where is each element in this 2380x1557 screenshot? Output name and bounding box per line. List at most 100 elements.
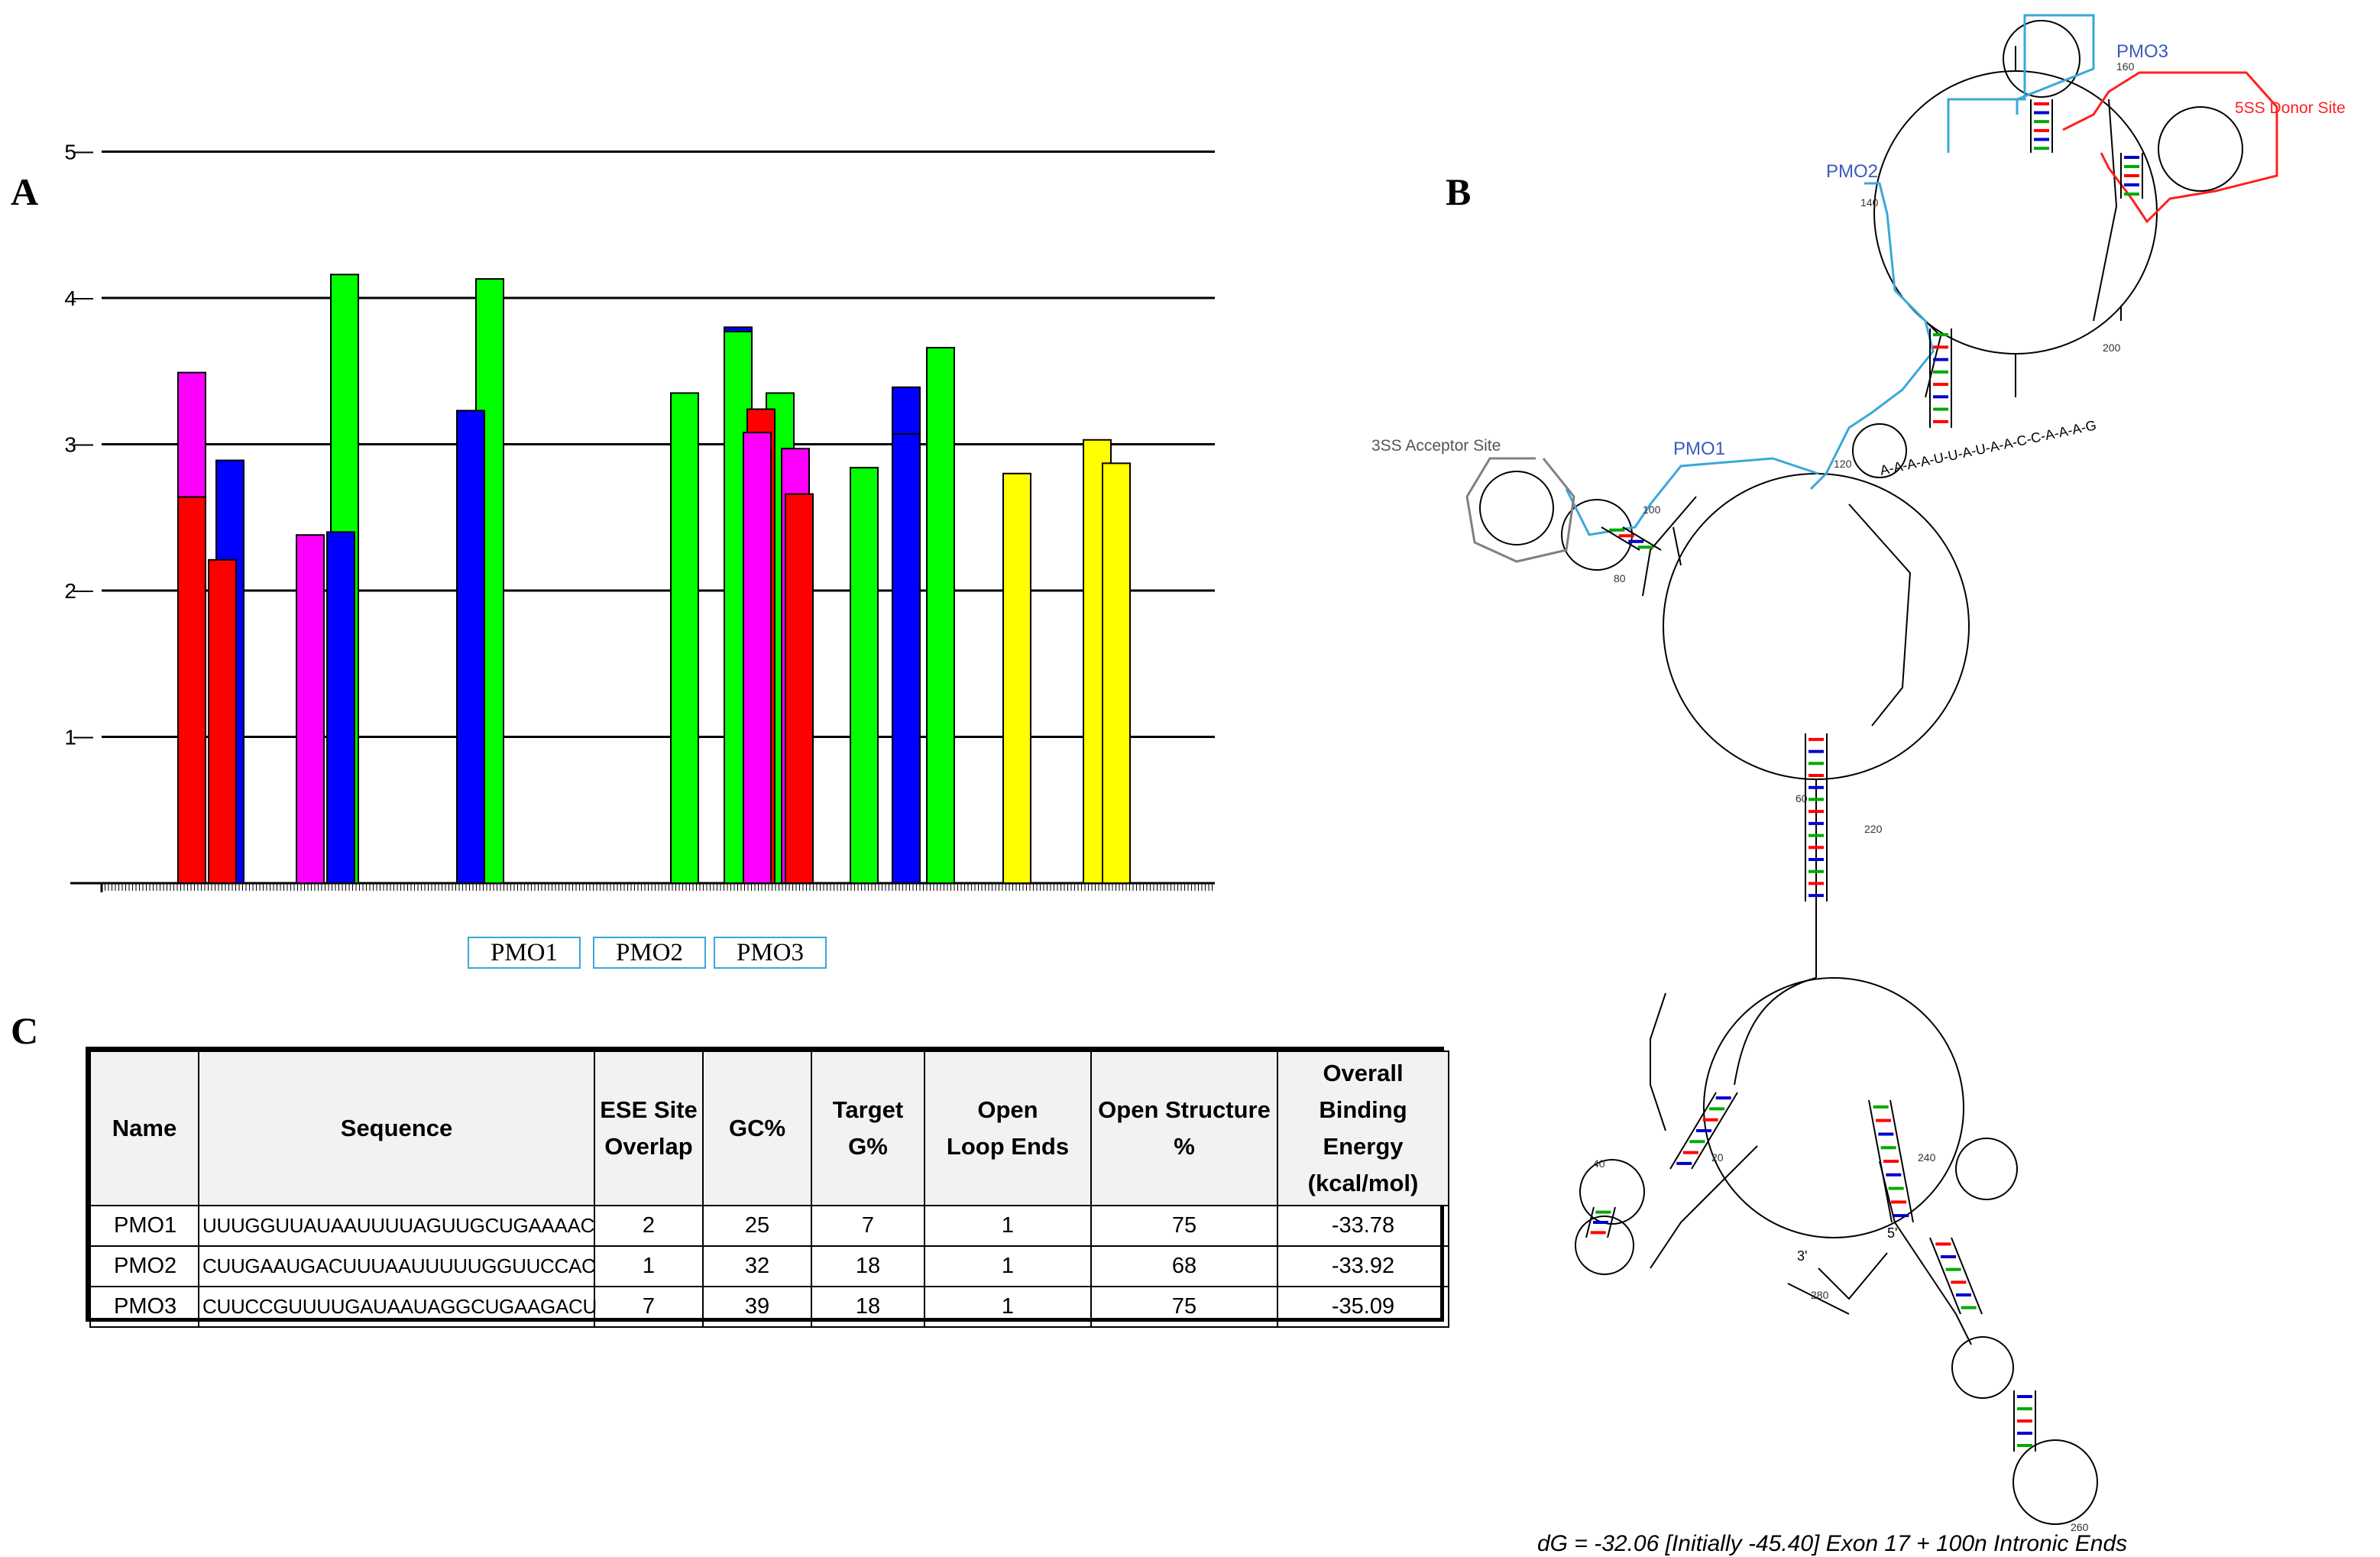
table-body: PMO1 UUUGGUUAUAAUUUUAGUUGCUGAAAAC 2 25 7 1 75-…	[89, 1205, 1449, 1329]
bar-blue	[892, 433, 921, 884]
acceptor-site-label: 3SS Acceptor Site	[1371, 437, 1501, 455]
table-cell: 25	[702, 1205, 812, 1248]
five-prime-end-label: 5'	[1887, 1225, 1897, 1241]
pmo1-outline	[1565, 457, 1819, 536]
y-tick-label: 4	[64, 286, 76, 310]
chart-ticks	[101, 883, 1213, 891]
table-header-cell: Sequence	[198, 1050, 595, 1207]
position-number: 280	[1811, 1289, 1829, 1301]
table-cell: 75	[1090, 1286, 1278, 1329]
position-number: 40	[1593, 1157, 1605, 1170]
table-cell: 1	[924, 1245, 1092, 1288]
table-cell: PMO3	[89, 1286, 199, 1329]
bar-red	[177, 496, 206, 884]
internal-loop-mid	[1955, 1138, 2018, 1200]
position-number: 200	[2103, 342, 2121, 354]
y-tick-label: 1	[64, 726, 76, 749]
chart-bars	[177, 274, 1131, 885]
pmo1-label: PMO1	[1673, 439, 1725, 459]
pmo1-strand-label: A-A-A-A-U-U-A-U-A-A-C-C-A-A-A-G	[1879, 417, 2098, 478]
pmo-properties-table: Name Sequence ESE Site Overlap GC% Target G% Op…	[86, 1047, 1449, 1329]
panel-label-a: A	[11, 170, 39, 213]
bar-red	[785, 493, 814, 884]
table-cell: 32	[702, 1245, 812, 1288]
table-cell: -35.09	[1277, 1286, 1449, 1329]
hairpin-loop-donor	[2158, 106, 2243, 192]
pmo1-box: PMO1	[468, 937, 581, 969]
structure-caption: dG = -32.06 [Initially -45.40] Exon 17 +…	[1537, 1531, 2128, 1556]
internal-loop-left	[1579, 1159, 1645, 1225]
table-cell: 1	[594, 1245, 704, 1288]
position-number: 220	[1864, 823, 1883, 835]
table-cell: CUUGAAUGACUUUAAUUUUUGGUUCCAC	[198, 1245, 596, 1288]
hairpin-loop-acceptor	[1479, 471, 1554, 545]
bar-blue	[326, 531, 355, 885]
bar-magenta	[743, 432, 772, 884]
bar-magenta	[296, 534, 325, 884]
table-cell: CUUCCGUUUUGAUAAUAGGCUGAAGACU	[198, 1286, 597, 1329]
pmo3-outline	[1947, 14, 2095, 153]
internal-loop-upper	[1852, 423, 1907, 478]
position-number: 80	[1614, 572, 1626, 584]
bar-green	[670, 392, 699, 884]
table-cell: 7	[811, 1205, 925, 1248]
table-row: PMO1 UUUGGUUAUAAUUUUAGUUGCUGAAAAC 2 25 7 1 75-…	[89, 1205, 1449, 1248]
position-numbers: 20 40 60 80 100 120 140 160 200 220 240 260 280	[1593, 60, 2135, 1533]
bar-red	[208, 558, 237, 884]
table-header-cell: GC%	[702, 1050, 812, 1207]
table-cell: -33.92	[1277, 1245, 1449, 1288]
hairpin-loop-bottom	[2012, 1439, 2098, 1525]
position-number: 60	[1796, 792, 1808, 804]
pmo2-label: PMO2	[1826, 161, 1878, 182]
pmo3-box: PMO3	[714, 937, 827, 969]
table-cell: 7	[594, 1286, 704, 1329]
position-number: 140	[1860, 196, 1879, 209]
table-cell: 75	[1090, 1205, 1278, 1248]
y-tick-label: 5	[64, 141, 76, 164]
table-cell: 18	[811, 1286, 925, 1329]
table-header-cell: ESE Site Overlap	[594, 1050, 704, 1207]
three-prime-end-label: 3'	[1797, 1248, 1807, 1264]
bar-blue	[456, 409, 485, 884]
hairpin-loop-pmo3	[2003, 20, 2080, 98]
position-number: 240	[1918, 1151, 1936, 1164]
table-header-cell: Name	[89, 1050, 199, 1207]
table-header-cell: Overall Binding Energy (kcal/mol)	[1277, 1050, 1449, 1207]
table-cell: 39	[702, 1286, 812, 1329]
table-row: PMO3 CUUCCGUUUUGAUAAUAGGCUGAAGACU 7 39 18 1 75…	[89, 1286, 1449, 1329]
table-cell: 18	[811, 1245, 925, 1288]
table-cell: PMO1	[89, 1205, 199, 1248]
donor-site-label: 5SS Donor Site	[2235, 99, 2346, 117]
bar-yellow	[1002, 472, 1031, 884]
table-header-cell: Target G%	[811, 1050, 925, 1207]
table-cell: -33.78	[1277, 1205, 1449, 1248]
table-header-cell: Open Structure%	[1090, 1050, 1278, 1207]
lower-multiloop	[1703, 977, 1964, 1238]
position-number: 120	[1834, 458, 1852, 470]
table-header-row: Name Sequence ESE Site Overlap GC% Target G% Op…	[89, 1050, 1449, 1207]
position-number: 20	[1711, 1151, 1724, 1164]
hairpin-loop-left	[1575, 1215, 1634, 1275]
table-cell: 1	[924, 1286, 1092, 1329]
position-number: 160	[2116, 60, 2135, 73]
table-cell: 68	[1090, 1245, 1278, 1288]
position-number: 100	[1643, 503, 1661, 516]
table-header-cell: Open Loop Ends	[924, 1050, 1092, 1207]
y-tick-label: 3	[64, 433, 76, 457]
internal-loop-right	[1951, 1336, 2014, 1399]
bar-green	[926, 347, 955, 884]
table-cell: PMO2	[89, 1245, 199, 1288]
table-row: PMO2 CUUGAAUGACUUUAAUUUUUGGUUCCAC 1 32 18 1 68…	[89, 1245, 1449, 1288]
bar-green	[850, 467, 879, 884]
pmo2-box: PMO2	[593, 937, 706, 969]
panel-label-b: B	[1446, 170, 1472, 213]
central-multiloop	[1663, 473, 1970, 780]
position-number: 260	[2071, 1521, 2089, 1533]
ese-bar-chart: 1 2 3 4 5	[64, 141, 1215, 892]
base-pair-ticks	[1585, 99, 2143, 1452]
pmo2-outline	[1809, 182, 1935, 490]
pmo3-label: PMO3	[2116, 41, 2168, 62]
table-cell: 1	[924, 1205, 1092, 1248]
table-cell: UUUGGUUAUAAUUUUAGUUGCUGAAAAC	[198, 1205, 595, 1248]
